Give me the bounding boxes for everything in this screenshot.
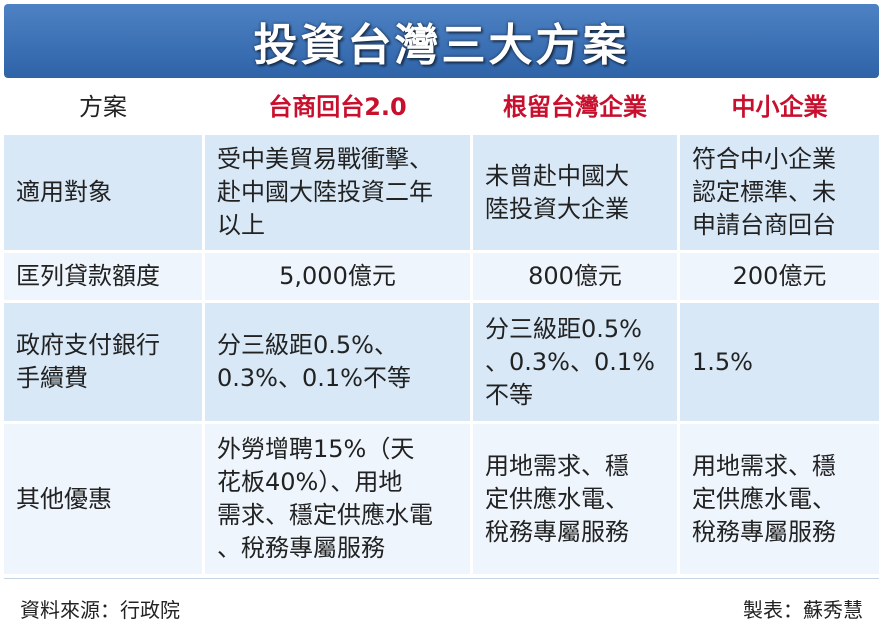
table-cell: 1.5% [680,303,879,421]
table-cell: 分三級距0.5% 、0.3%、0.1% 不等 [473,303,677,421]
table-cell: 800億元 [473,253,677,300]
header-cell-plan: 方案 [4,82,202,132]
header-cell-sme: 中小企業 [680,82,879,132]
table-cell: 200億元 [680,253,879,300]
header-cell-taishang: 台商回台2.0 [205,82,470,132]
row-label-fee: 政府支付銀行 手續費 [4,303,202,421]
comparison-table: 方案 台商回台2.0 根留台灣企業 中小企業 適用對象 受中美貿易戰衝擊、 赴中… [4,82,879,639]
table-cell: 符合中小企業 認定標準、未 申請台商回台 [680,135,879,250]
table-cell: 5,000億元 [205,253,470,300]
table-cell: 受中美貿易戰衝擊、 赴中國大陸投資二年 以上 [205,135,470,250]
footer: 資料來源：行政院 製表：蘇秀慧 [4,578,879,637]
table-cell: 用地需求、穩 定供應水電、 稅務專屬服務 [473,424,677,574]
source-credit: 資料來源：行政院 [20,597,180,622]
author-credit: 製表：蘇秀慧 [743,597,863,622]
table-cell: 分三級距0.5%、 0.3%、0.1%不等 [205,303,470,421]
row-label-loan: 匡列貸款額度 [4,253,202,300]
table-cell: 外勞增聘15%（天 花板40%）、用地 需求、穩定供應水電 、稅務專屬服務 [205,424,470,574]
row-label-other: 其他優惠 [4,424,202,574]
table-cell: 用地需求、穩 定供應水電、 稅務專屬服務 [680,424,879,574]
row-label-target: 適用對象 [4,135,202,250]
header-cell-rooted: 根留台灣企業 [473,82,677,132]
page-title: 投資台灣三大方案 [253,20,630,71]
table-cell: 未曾赴中國大 陸投資大企業 [473,135,677,250]
title-banner: 投資台灣三大方案 [4,4,879,78]
